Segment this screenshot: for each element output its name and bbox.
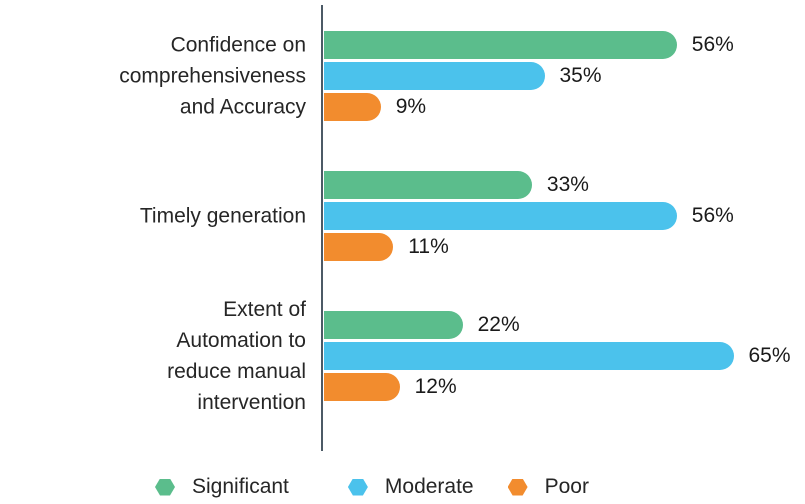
legend-item-moderate: Moderate [347,475,474,499]
bar-value-label: 11% [408,235,449,258]
category-label-line: Confidence on [170,33,306,57]
legend-marker-hexagon-icon [347,478,368,496]
bar-moderate [324,62,545,90]
bar-row: 22% [324,311,805,339]
bar-moderate [324,202,677,230]
category-label: Timely generation [0,201,306,232]
category-label-line: and Accuracy [179,95,306,119]
legend-label: Significant [192,475,289,498]
bar-significant [324,31,677,59]
category-label-line: Extent of [223,298,306,321]
category-group: Extent of Automation to reduce manual inter… [167,298,805,414]
bar-poor [324,93,381,121]
legend: Significant Moderate Poor [155,470,589,504]
category-label-line: Timely generation [139,204,306,228]
bar-poor [324,233,394,261]
bar-significant [324,171,532,199]
legend-item-poor: Poor [507,475,589,499]
bar-moderate [324,342,734,370]
category-group: Confidence on comprehensiveness and Accura… [119,31,805,121]
legend-label: Moderate [384,475,474,498]
category-label-line: intervention [197,391,306,414]
bar-row: 65% [324,342,805,370]
bar-poor [324,373,400,401]
bar-value-label: 12% [414,375,457,398]
legend-marker-hexagon-icon [155,478,175,496]
category-group: Timely generation 33% 56% 11% [140,171,805,261]
bar-value-label: 22% [477,313,520,336]
bar-row: 12% [324,373,805,401]
legend-label: Poor [544,475,589,498]
bar-value-label: 65% [748,344,791,367]
bar-row: 56% [324,202,805,230]
bar-row: 11% [324,233,805,261]
category-label: Extent of Automation to reduce manual inter… [0,294,306,418]
bar-value-label: 35% [559,64,602,87]
bar-row: 35% [324,62,805,90]
bar-value-label: 9% [395,95,427,118]
y-axis-line [321,5,323,451]
bar-value-label: 56% [691,33,734,56]
chart-plot-area: Confidence on comprehensiveness and Accura… [0,31,805,414]
legend-marker-hexagon-icon [507,478,528,496]
bar-value-label: 56% [691,204,734,227]
category-label: Confidence on comprehensiveness and Accura… [0,30,306,123]
category-label-line: comprehensiveness [119,64,306,88]
bar-value-label: 33% [546,173,589,196]
bar-row: 56% [324,31,805,59]
bar-row: 33% [324,171,805,199]
legend-item-significant: Significant [155,475,289,499]
bar-row: 9% [324,93,805,121]
bar-significant [324,311,463,339]
category-label-line: reduce manual [167,360,306,383]
category-label-line: Automation to [176,329,306,352]
